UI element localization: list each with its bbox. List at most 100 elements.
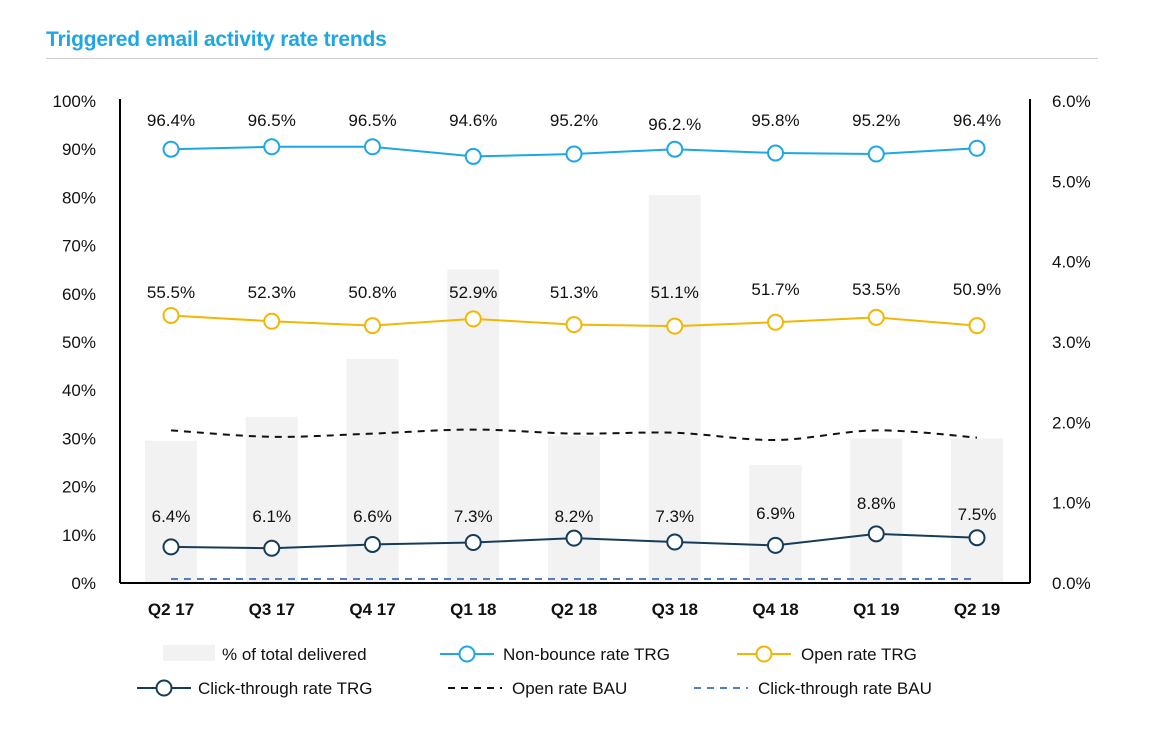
right-tick-label: 0.0% [1052, 574, 1091, 593]
point-click [565, 529, 583, 547]
data-label-non-bounce: 94.6% [449, 111, 497, 130]
data-label-open: 55.5% [147, 283, 195, 302]
point-click [364, 535, 381, 553]
data-label-open: 51.3% [550, 283, 598, 302]
data-label-open: 51.1% [651, 283, 699, 302]
lines-layer [162, 138, 986, 580]
data-label-open: 50.8% [348, 283, 396, 302]
left-tick-label: 60% [62, 285, 96, 304]
data-label-click: 7.5% [958, 505, 997, 524]
title-divider [46, 58, 1098, 59]
bars-layer [145, 194, 1003, 584]
legend-label: % of total delivered [222, 645, 367, 664]
left-tick-label: 40% [62, 381, 96, 400]
bar-q1-19 [850, 438, 903, 583]
legend-item-non-bounce: Non-bounce rate TRG [440, 645, 670, 664]
category-tick-label: Q1 18 [450, 600, 496, 619]
left-tick-label: 20% [62, 478, 96, 497]
category-tick-label: Q2 19 [954, 600, 1000, 619]
legend-label: Click-through rate BAU [758, 679, 932, 698]
data-label-non-bounce: 96.5% [248, 111, 296, 130]
axes-layer: 0% 10% 20% 30% 40% 50% 60% 70% 80% 90% 100% 0.0% 1.0… [53, 92, 1091, 619]
bar-q2-18 [548, 435, 600, 583]
data-label-click: 8.8% [857, 494, 896, 513]
point-click [968, 529, 986, 547]
legend-swatch-marker [458, 645, 476, 663]
legend-label: Click-through rate TRG [198, 679, 372, 698]
legend: % of total delivered Non-bounce rate TRG O… [137, 645, 932, 698]
data-label-non-bounce: 96.2.% [648, 115, 701, 134]
point-non-bounce [968, 139, 986, 157]
data-label-open: 52.9% [449, 283, 497, 302]
category-tick-label: Q4 17 [349, 600, 395, 619]
right-tick-label: 2.0% [1052, 413, 1091, 432]
bar-q3-18 [648, 194, 701, 584]
point-open [464, 310, 482, 328]
chart-title: Triggered email activity rate trends [46, 28, 387, 51]
data-label-click: 6.9% [756, 504, 795, 523]
data-label-non-bounce: 95.2% [852, 111, 900, 130]
point-open [263, 312, 281, 330]
data-label-open: 50.9% [953, 280, 1001, 299]
point-non-bounce [666, 140, 684, 158]
point-click [464, 534, 482, 552]
point-non-bounce [263, 138, 281, 156]
point-click [263, 539, 281, 557]
point-open [162, 306, 180, 324]
data-label-click: 6.1% [252, 507, 291, 526]
point-non-bounce [565, 145, 583, 163]
category-tick-label: Q4 18 [752, 600, 798, 619]
point-non-bounce [162, 140, 180, 158]
left-tick-label: 80% [62, 188, 96, 207]
legend-item-open: Open rate TRG [737, 645, 917, 664]
left-tick-label: 0% [71, 574, 96, 593]
legend-item-click: Click-through rate TRG [137, 679, 372, 698]
legend-item-open-bau: Open rate BAU [448, 679, 627, 698]
category-tick-label: Q3 17 [249, 600, 295, 619]
point-non-bounce [867, 145, 885, 163]
right-tick-label: 5.0% [1052, 172, 1091, 191]
left-tick-label: 90% [62, 140, 96, 159]
point-click [767, 536, 784, 554]
point-open [364, 317, 381, 335]
data-label-click: 7.3% [655, 507, 694, 526]
point-open [968, 317, 986, 335]
legend-label: Open rate BAU [512, 679, 627, 698]
labels-layer: 96.4% 96.5% 96.5% 94.6% 95.2% 96.2.% 95.8% 95.2… [147, 111, 1001, 526]
left-tick-label: 70% [62, 237, 96, 256]
point-open [565, 316, 583, 334]
point-open [867, 308, 885, 326]
bar-q2-17 [145, 440, 197, 583]
left-tick-label: 10% [62, 526, 96, 545]
data-label-non-bounce: 95.8% [751, 111, 799, 130]
category-tick-label: Q3 18 [652, 600, 698, 619]
right-tick-label: 3.0% [1052, 333, 1091, 352]
point-open [767, 313, 784, 331]
data-label-non-bounce: 96.4% [147, 111, 195, 130]
data-label-click: 6.6% [353, 507, 392, 526]
legend-label: Non-bounce rate TRG [503, 645, 670, 664]
point-click [867, 525, 885, 543]
legend-item-bars: % of total delivered [163, 645, 367, 664]
point-open [666, 317, 684, 335]
line-open-bau [170, 428, 978, 442]
bar-q4-18 [749, 464, 802, 583]
legend-swatch-marker [155, 679, 173, 697]
bar-q2-19 [951, 438, 1003, 583]
category-tick-label: Q2 17 [148, 600, 194, 619]
point-non-bounce [767, 144, 784, 162]
data-label-click: 8.2% [555, 507, 594, 526]
legend-swatch-bar [163, 645, 215, 661]
left-tick-label: 100% [53, 92, 96, 111]
data-label-non-bounce: 95.2% [550, 111, 598, 130]
right-tick-label: 1.0% [1052, 494, 1091, 513]
data-label-non-bounce: 96.5% [348, 111, 396, 130]
left-tick-label: 50% [62, 333, 96, 352]
right-tick-label: 6.0% [1052, 92, 1091, 111]
data-label-click: 6.4% [152, 507, 191, 526]
legend-label: Open rate TRG [801, 645, 917, 664]
data-label-click: 7.3% [454, 507, 493, 526]
point-non-bounce [364, 138, 381, 156]
data-label-open: 53.5% [852, 280, 900, 299]
